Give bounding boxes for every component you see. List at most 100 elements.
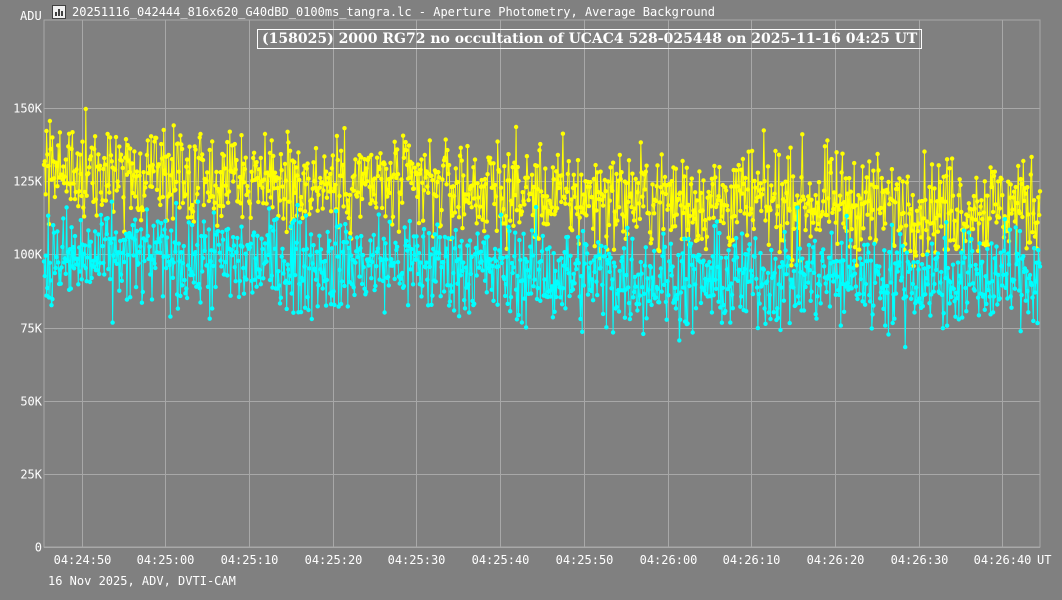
data-point: [918, 235, 924, 240]
data-point: [186, 170, 191, 175]
data-point: [214, 169, 219, 175]
data-point: [1026, 310, 1031, 315]
data-point: [520, 278, 525, 283]
data-point: [438, 223, 443, 228]
data-point: [660, 253, 665, 259]
data-point: [869, 326, 874, 331]
data-point: [559, 199, 564, 205]
data-point: [827, 304, 833, 309]
data-point: [453, 166, 458, 171]
data-point: [918, 205, 923, 210]
data-point: [700, 208, 705, 213]
data-point: [94, 255, 99, 260]
data-point: [389, 175, 394, 180]
data-point: [608, 255, 613, 260]
data-point: [841, 200, 847, 205]
data-point: [680, 251, 685, 256]
data-point: [970, 281, 976, 286]
data-point: [451, 308, 457, 313]
data-point: [472, 301, 477, 306]
data-point: [232, 265, 237, 270]
data-point: [471, 165, 476, 170]
data-point: [498, 185, 504, 190]
data-point: [852, 258, 857, 263]
data-point: [391, 172, 397, 177]
data-point: [372, 287, 377, 293]
data-point: [346, 215, 351, 221]
data-point: [804, 213, 809, 218]
data-point: [832, 201, 838, 207]
data-point: [482, 278, 488, 283]
data-point: [67, 247, 73, 252]
data-point: [119, 158, 125, 163]
data-point: [745, 187, 751, 192]
data-point: [147, 244, 152, 249]
data-point: [531, 184, 536, 190]
data-point: [735, 278, 741, 283]
data-point: [950, 193, 956, 198]
data-point: [374, 205, 379, 210]
data-point: [427, 264, 432, 270]
data-point: [497, 248, 502, 253]
data-point: [366, 263, 371, 268]
data-point: [540, 233, 545, 239]
data-point: [841, 309, 847, 314]
data-point: [956, 193, 961, 198]
data-point: [179, 146, 185, 152]
data-point: [309, 316, 314, 322]
data-point: [1012, 286, 1018, 291]
data-point: [343, 191, 349, 197]
data-point: [431, 246, 436, 252]
data-point: [627, 316, 633, 322]
data-point: [184, 157, 190, 162]
data-point: [563, 201, 568, 206]
data-point: [594, 279, 599, 284]
data-point: [293, 165, 299, 170]
data-point: [319, 270, 325, 275]
data-point: [797, 246, 802, 251]
series-comparison: [41, 199, 1043, 350]
data-point: [960, 315, 965, 320]
data-point: [957, 177, 962, 182]
data-point: [935, 251, 941, 256]
data-point: [574, 266, 579, 272]
data-point: [167, 262, 172, 268]
data-point: [240, 214, 245, 220]
data-point: [820, 209, 825, 214]
data-point: [106, 183, 111, 188]
x-tick-label: 04:26:00: [640, 553, 698, 567]
data-point: [972, 288, 977, 293]
data-point: [807, 267, 812, 273]
data-point: [447, 192, 453, 198]
data-point: [644, 163, 649, 168]
data-point: [904, 250, 910, 255]
data-point: [239, 224, 244, 229]
data-point: [479, 177, 484, 183]
data-point: [419, 294, 424, 299]
data-point: [730, 306, 735, 311]
data-point: [311, 160, 316, 165]
data-point: [183, 291, 188, 296]
data-point: [522, 202, 527, 207]
data-point: [689, 176, 694, 181]
chart-icon[interactable]: [52, 5, 66, 19]
data-point: [831, 190, 837, 195]
data-point: [159, 221, 164, 226]
data-point: [395, 147, 400, 152]
data-point: [931, 289, 936, 294]
data-point: [61, 181, 67, 186]
data-point: [264, 259, 269, 264]
data-point: [494, 228, 499, 233]
data-point: [794, 217, 799, 222]
data-point: [739, 294, 744, 299]
data-point: [893, 291, 899, 296]
data-point: [201, 202, 207, 208]
data-point: [204, 178, 209, 183]
data-point: [565, 171, 571, 177]
data-point: [298, 194, 304, 200]
data-point: [997, 296, 1002, 301]
data-point: [458, 273, 463, 278]
data-point: [518, 203, 523, 209]
data-point: [562, 195, 567, 201]
data-point: [777, 264, 782, 270]
